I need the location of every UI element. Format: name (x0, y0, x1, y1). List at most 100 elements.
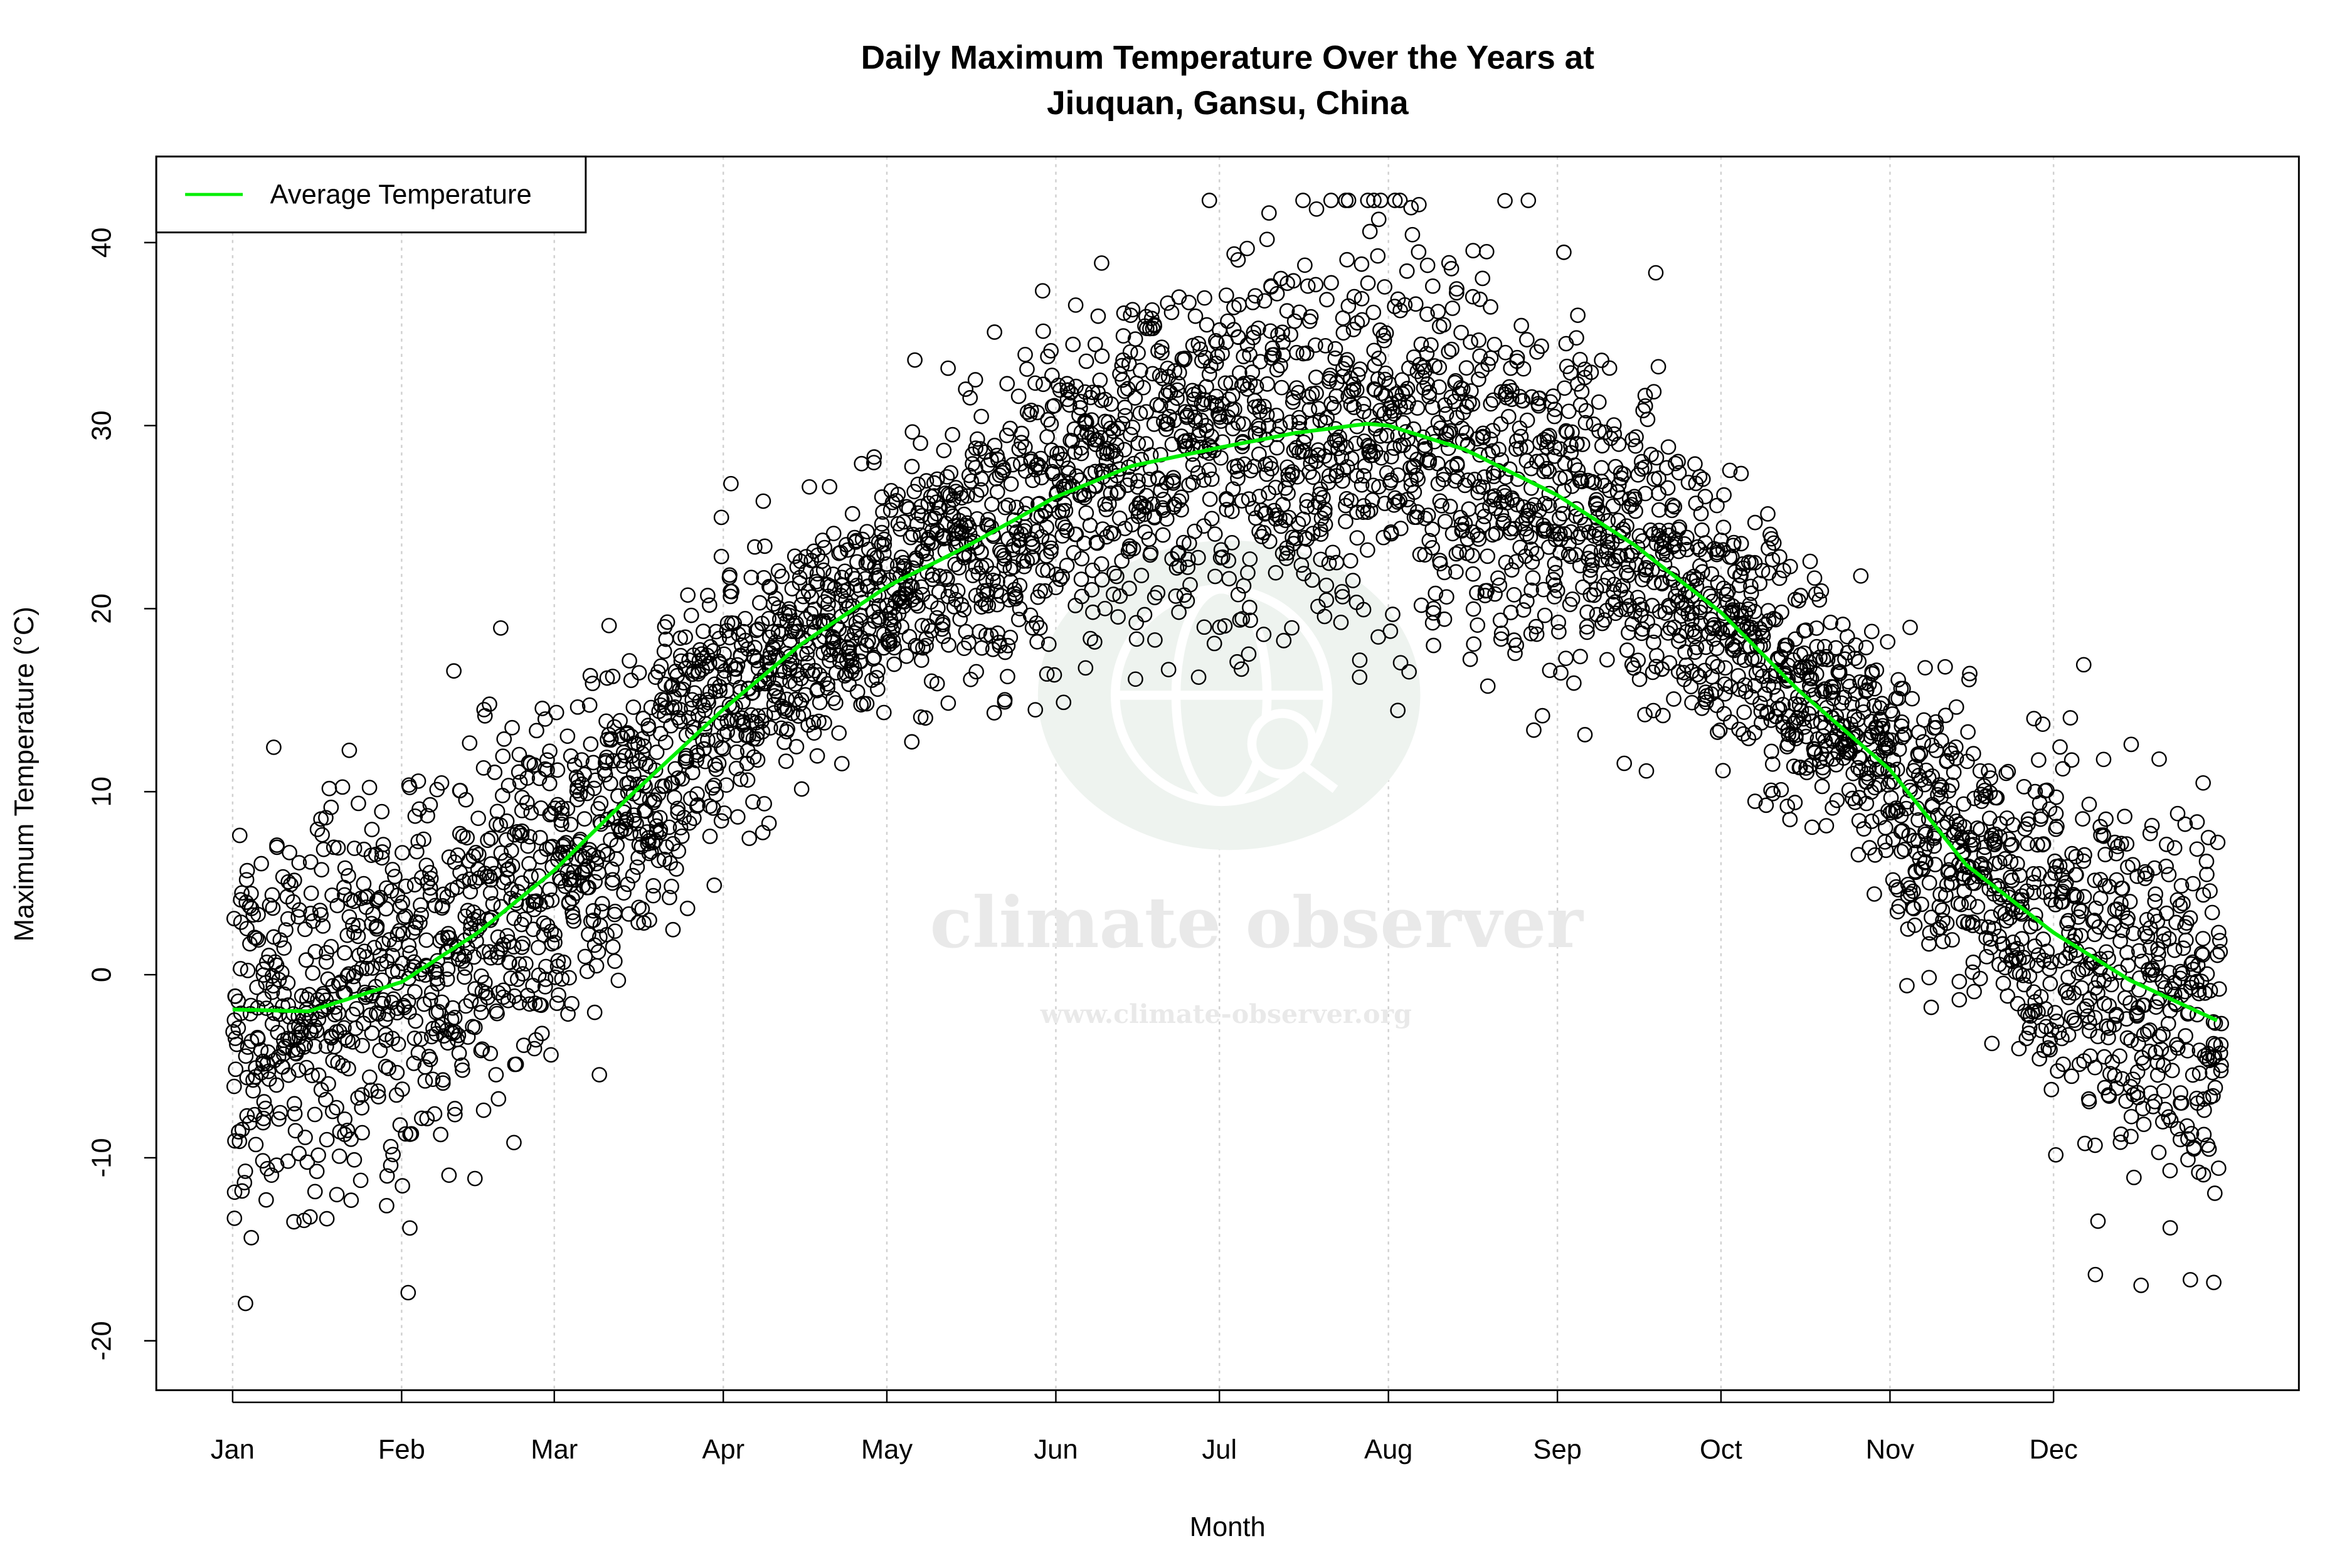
data-point (1972, 763, 1988, 779)
data-point (1256, 398, 1272, 415)
data-point (815, 532, 830, 548)
data-point (1739, 618, 1755, 634)
data-point (319, 1038, 334, 1054)
data-point (1233, 661, 1249, 677)
data-point (593, 816, 609, 832)
data-point (2036, 952, 2052, 968)
data-point (2042, 976, 2058, 992)
data-point (246, 930, 263, 945)
data-point (2113, 835, 2129, 852)
data-point (1158, 511, 1175, 527)
data-point (1094, 521, 1111, 537)
data-point (810, 681, 825, 697)
data-point (652, 810, 668, 826)
data-point (1390, 467, 1406, 483)
data-point (226, 1012, 243, 1028)
data-point (965, 456, 980, 472)
data-point (702, 798, 718, 814)
data-point (1325, 544, 1341, 561)
data-point (738, 727, 754, 743)
data-point (1965, 954, 1981, 970)
data-point (1670, 521, 1687, 538)
data-point (788, 739, 805, 755)
data-point (979, 586, 995, 603)
data-point (968, 487, 985, 503)
data-point (1442, 499, 1458, 514)
data-point (1803, 670, 1820, 687)
data-point (307, 1106, 323, 1123)
data-point (1845, 765, 1862, 781)
data-point (1851, 813, 1867, 829)
data-point (1515, 499, 1532, 515)
data-point (662, 889, 677, 906)
data-point (467, 1170, 483, 1187)
data-point (828, 665, 844, 681)
data-point (494, 788, 511, 803)
data-point (2198, 854, 2215, 869)
data-point (226, 1210, 243, 1226)
data-point (1067, 297, 1084, 313)
data-point (266, 739, 282, 755)
data-point (1275, 347, 1291, 363)
data-point (303, 885, 319, 901)
x-tick-label: Dec (2029, 1434, 2077, 1465)
data-point (253, 1065, 269, 1081)
data-point (569, 699, 586, 715)
data-point (2057, 982, 2074, 999)
data-point (1621, 625, 1636, 641)
data-point (522, 996, 538, 1012)
data-point (1185, 457, 1201, 473)
data-point (291, 1145, 307, 1162)
data-point (1174, 351, 1190, 367)
data-point (1246, 458, 1263, 475)
data-point (1130, 479, 1146, 495)
data-point (2014, 931, 2030, 947)
data-point (724, 583, 739, 600)
data-point (1556, 244, 1572, 260)
data-point (990, 452, 1006, 468)
data-point (616, 744, 632, 761)
data-point (831, 725, 847, 741)
data-point (1143, 545, 1159, 561)
data-point (542, 881, 558, 898)
data-point (1339, 252, 1355, 268)
data-point (663, 775, 679, 792)
data-point (354, 1125, 370, 1141)
data-point (1747, 514, 1763, 531)
data-point (2120, 957, 2136, 973)
data-point (1961, 829, 1978, 845)
data-point (1101, 429, 1117, 445)
data-point (2145, 1099, 2161, 1115)
data-point (1637, 388, 1653, 403)
data-point (650, 852, 667, 869)
data-point (1497, 344, 1513, 361)
data-point (1578, 403, 1594, 419)
data-point (1896, 726, 1912, 743)
data-point (1263, 460, 1279, 477)
data-point (817, 594, 832, 610)
data-point (1421, 384, 1438, 400)
data-point (934, 621, 950, 637)
data-point (706, 643, 721, 659)
data-point (1767, 708, 1784, 724)
data-point (1651, 485, 1666, 502)
data-point (2212, 933, 2228, 949)
data-point (978, 558, 994, 574)
data-point (2186, 1141, 2202, 1157)
data-point (1654, 576, 1670, 591)
data-point (1411, 244, 1427, 260)
data-point (462, 871, 478, 887)
data-point (2161, 931, 2177, 947)
data-point (1338, 497, 1353, 514)
data-point (1232, 365, 1248, 381)
data-point (2068, 849, 2084, 865)
data-point (541, 775, 558, 792)
data-point (1934, 779, 1950, 795)
data-point (632, 826, 649, 842)
data-point (550, 953, 566, 969)
data-point (262, 897, 278, 913)
data-point (2211, 924, 2227, 941)
data-point (1377, 279, 1393, 295)
data-point (2048, 789, 2064, 805)
data-point (1328, 374, 1345, 391)
